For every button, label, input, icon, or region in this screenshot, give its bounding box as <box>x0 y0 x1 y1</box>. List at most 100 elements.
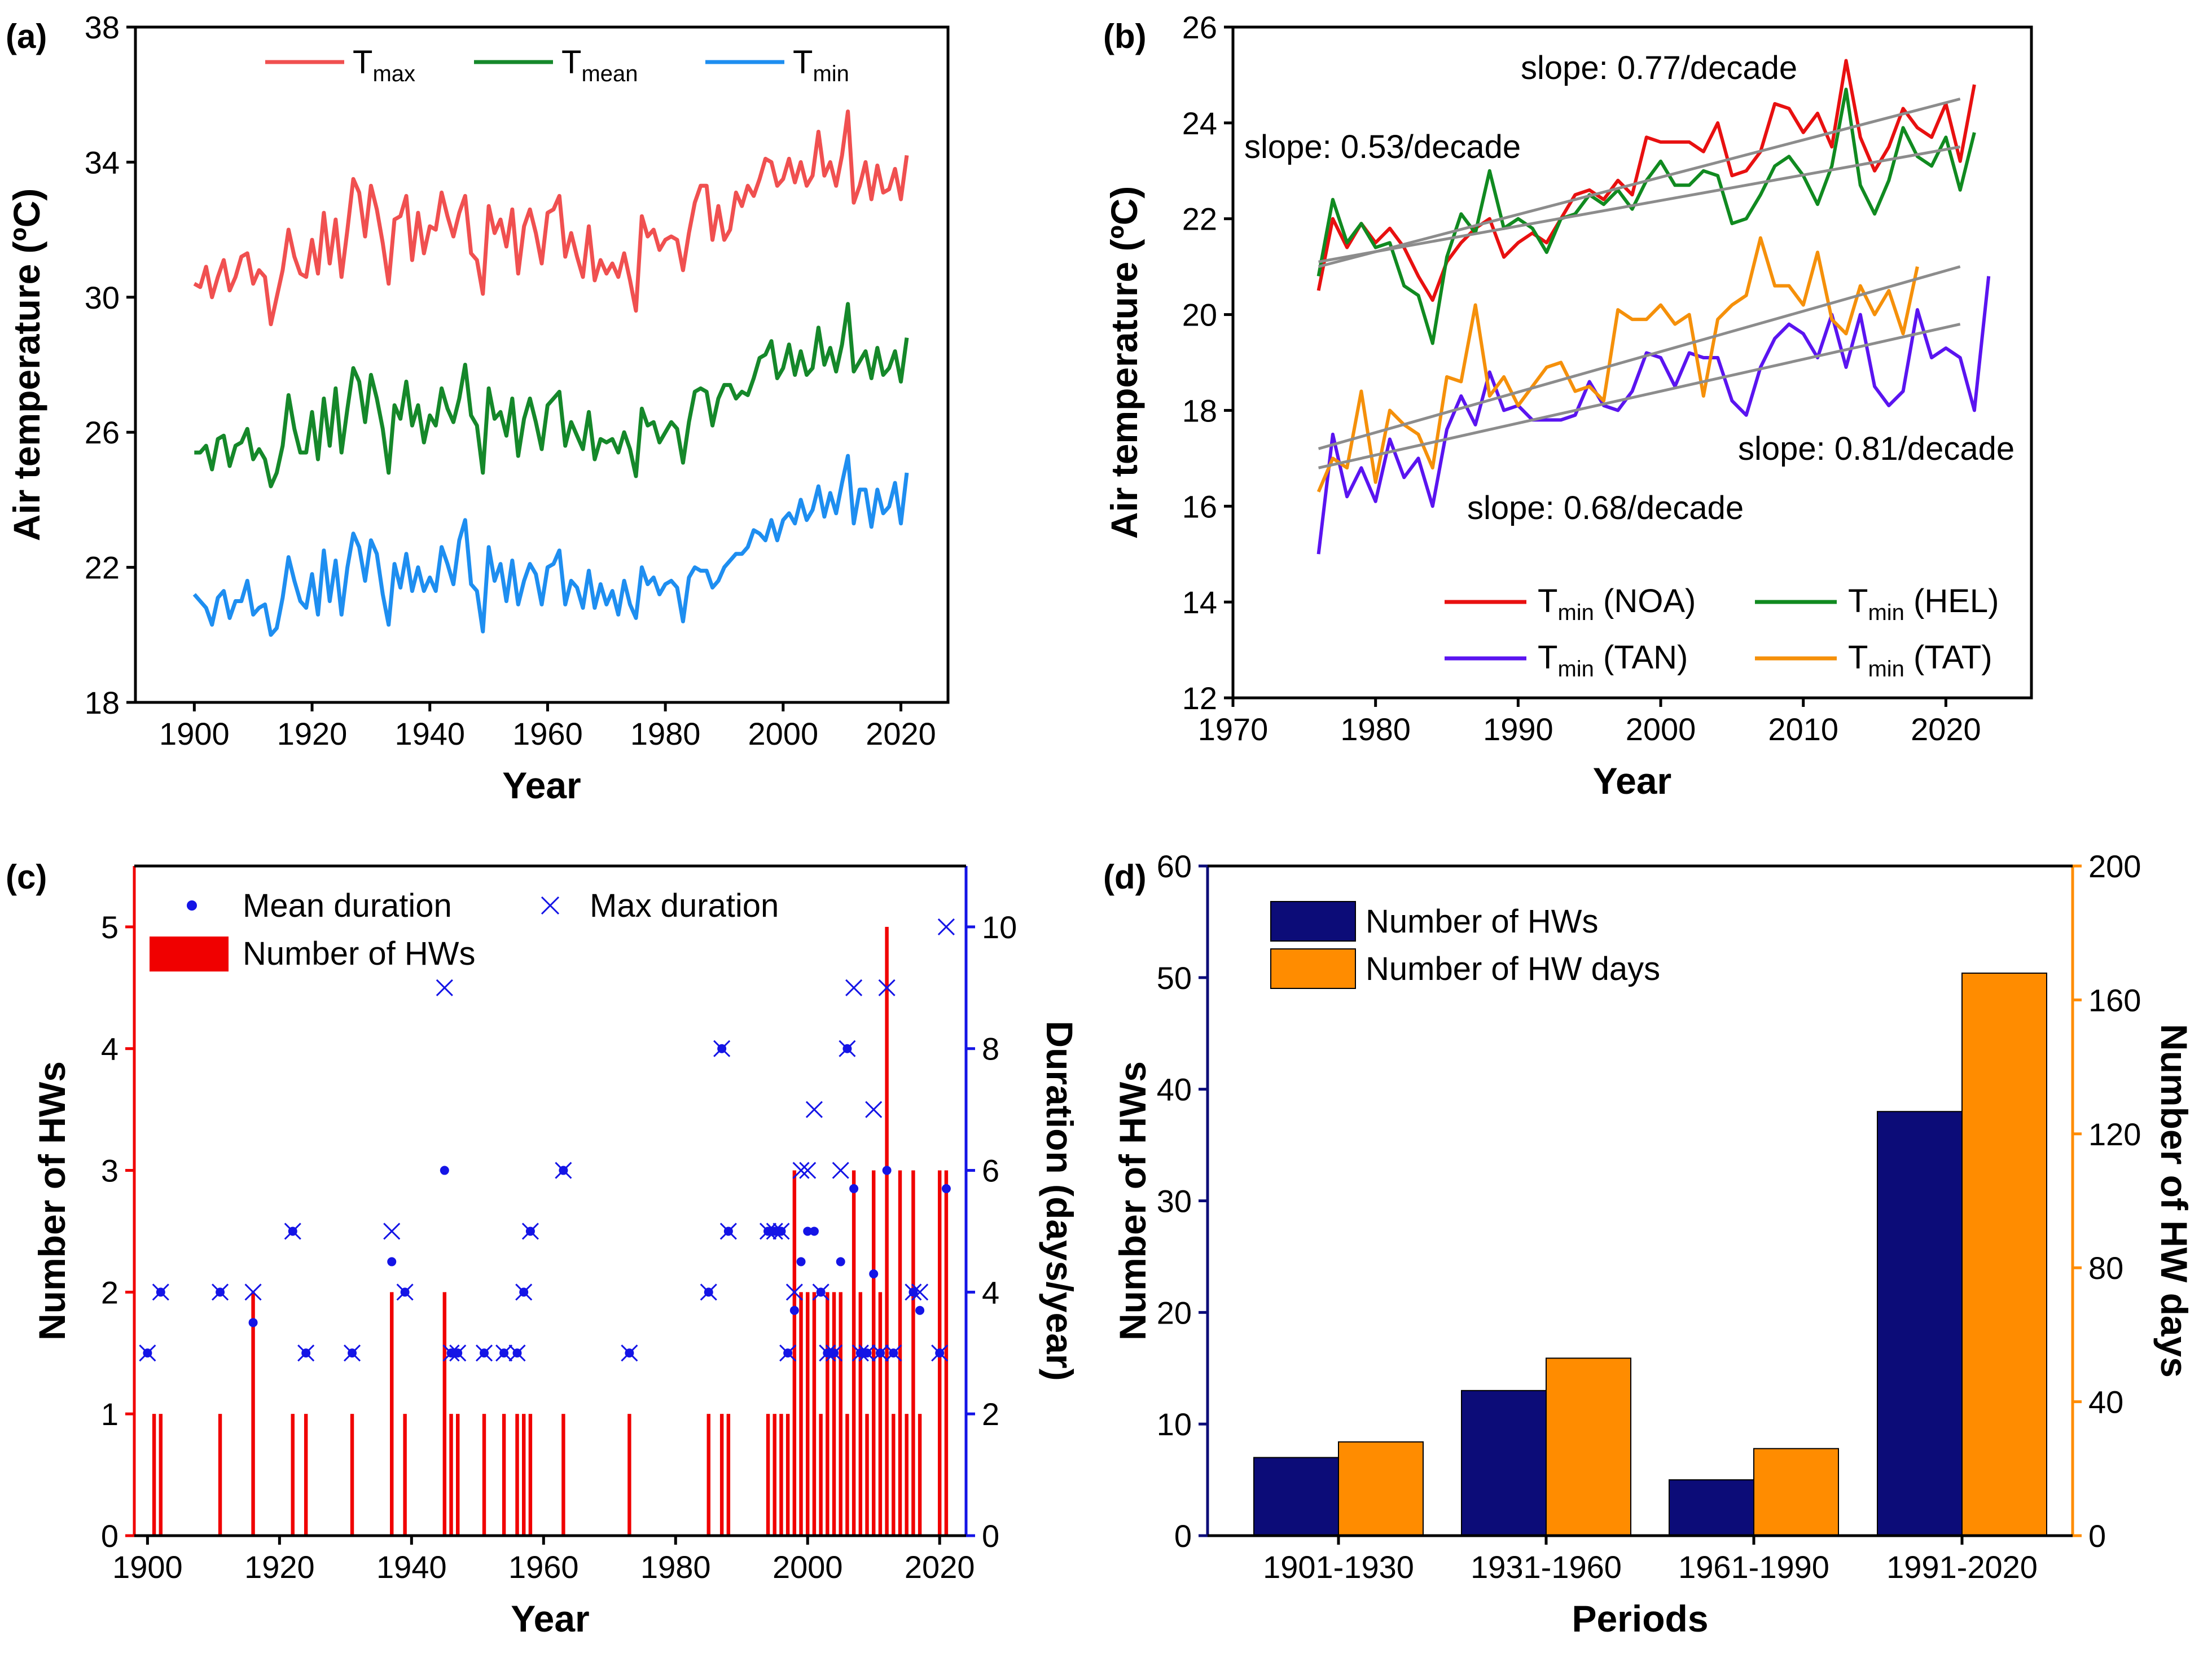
mean-duration-marker <box>400 1287 410 1297</box>
hw-count-bar <box>885 926 889 1536</box>
hw-count-bar <box>218 1414 222 1536</box>
hw-count-bar <box>561 1414 565 1536</box>
mean-duration-marker <box>776 1226 786 1236</box>
y-tick-label: 60 <box>1157 849 1192 884</box>
max-duration-marker <box>436 979 453 996</box>
hw-count-bar <box>806 1292 810 1536</box>
mean-duration-marker <box>849 1184 859 1193</box>
mean-duration-marker <box>809 1226 819 1236</box>
legend-label: Mean duration <box>243 887 452 924</box>
mean-duration-marker <box>499 1348 509 1358</box>
mean-duration-marker <box>248 1318 258 1327</box>
mean-duration-marker <box>869 1269 879 1278</box>
series-line-tmin <box>192 454 909 637</box>
y-tick-label: 0 <box>1174 1518 1192 1554</box>
y-tick-label: 22 <box>85 550 120 586</box>
x-tick-label: 1980 <box>630 716 701 751</box>
mean-duration-marker <box>803 1226 813 1236</box>
y2-tick-label: 0 <box>2088 1518 2106 1554</box>
mean-duration-marker <box>723 1226 733 1236</box>
hw-count-bar <box>812 1292 817 1536</box>
legend-marker-max <box>541 896 560 915</box>
hw-count-bar <box>852 1170 856 1536</box>
y-tick-label: 2 <box>101 1274 118 1310</box>
hw-count-bar <box>785 1414 790 1536</box>
mean-duration-marker <box>941 1184 951 1193</box>
legend-label: Tmean <box>561 44 638 86</box>
y-tick-label: 34 <box>85 144 120 180</box>
x-axis-label: Periods <box>1572 1598 1708 1639</box>
plot-frame <box>134 25 950 704</box>
x-tick-label: 1980 <box>640 1549 711 1585</box>
hw-count-bar <box>819 1414 823 1536</box>
x-tick-label: 1901-1930 <box>1263 1549 1414 1585</box>
mean-duration-marker <box>823 1348 832 1358</box>
mean-duration-marker <box>935 1348 945 1358</box>
max-duration-marker <box>792 1162 810 1179</box>
series-line-tmintan <box>1316 276 1991 555</box>
x-tick-label: 1900 <box>112 1549 183 1585</box>
series-line-tminnoa <box>1316 59 1976 302</box>
x-tick-label: 1931-1960 <box>1471 1549 1622 1585</box>
y-tick-label: 18 <box>1182 393 1217 428</box>
y-tick-label: 40 <box>1157 1072 1192 1107</box>
hw-count-bar <box>521 1414 526 1536</box>
legend-swatch-bars <box>150 937 229 971</box>
max-duration-marker <box>799 1162 817 1179</box>
x-tick-label: 2010 <box>1768 711 1838 747</box>
x-tick-label: 1960 <box>508 1549 579 1585</box>
panel-label: (b) <box>1103 17 1147 55</box>
mean-duration-marker <box>836 1257 845 1267</box>
trend-line <box>1318 97 1961 269</box>
hw-count-bar <box>456 1414 460 1536</box>
hw-count-bar <box>905 1414 908 1536</box>
bar-number-of-hw-days <box>1753 1448 1839 1536</box>
legend-label: Tmin (TAN) <box>1538 639 1688 682</box>
y2-axis-label: Duration (days/year) <box>1039 1021 1081 1381</box>
y-tick-label: 12 <box>1182 680 1217 716</box>
y2-tick-label: 200 <box>2088 849 2141 884</box>
mean-duration-marker <box>717 1044 727 1053</box>
mean-duration-marker <box>789 1305 799 1315</box>
legend-label: Tmax <box>353 44 415 86</box>
y-tick-label: 5 <box>101 909 118 945</box>
trend-line <box>1318 265 1961 450</box>
hw-count-bar <box>845 1414 849 1536</box>
mean-duration-marker <box>796 1257 806 1267</box>
bar-number-of-hws <box>1461 1390 1547 1536</box>
mean-duration-marker <box>453 1348 463 1358</box>
legend-label: Number of HWs <box>1366 903 1599 940</box>
y-tick-label: 16 <box>1182 489 1217 524</box>
hw-count-bar <box>304 1414 308 1536</box>
x-tick-label: 1940 <box>376 1549 447 1585</box>
y-tick-label: 22 <box>1182 201 1217 237</box>
hw-count-bar <box>719 1414 724 1536</box>
hw-count-bar <box>627 1414 631 1536</box>
slope-annotation: slope: 0.68/decade <box>1467 490 1744 526</box>
y-axis-label: Air temperature (ºC) <box>1103 186 1145 539</box>
hw-count-bar <box>918 1414 922 1536</box>
mean-duration-marker <box>704 1287 713 1297</box>
x-tick-label: 1980 <box>1340 711 1411 747</box>
trend-line <box>1318 323 1961 469</box>
mean-duration-marker <box>763 1226 773 1236</box>
max-duration-marker <box>937 918 955 935</box>
y-tick-label: 3 <box>101 1153 118 1189</box>
legend-label: Tmin (NOA) <box>1538 583 1696 625</box>
y-tick-label: 26 <box>85 415 120 450</box>
hw-count-bar <box>792 1170 797 1536</box>
hw-count-bar <box>892 1414 896 1536</box>
panel-label: (c) <box>6 858 47 896</box>
legend-label: Number of HW days <box>1366 951 1660 987</box>
hw-count-bar <box>944 1170 949 1536</box>
max-duration-marker <box>878 979 896 996</box>
max-duration-marker <box>845 979 863 996</box>
mean-duration-marker <box>842 1044 852 1053</box>
mean-duration-marker <box>559 1166 568 1175</box>
mean-duration-marker <box>882 1166 892 1175</box>
y-tick-label: 10 <box>1157 1406 1192 1442</box>
y-tick-label: 14 <box>1182 584 1217 620</box>
x-tick-label: 1920 <box>277 716 348 751</box>
y-axis-label: Air temperature (ºC) <box>6 188 47 542</box>
mean-duration-marker <box>440 1166 449 1175</box>
